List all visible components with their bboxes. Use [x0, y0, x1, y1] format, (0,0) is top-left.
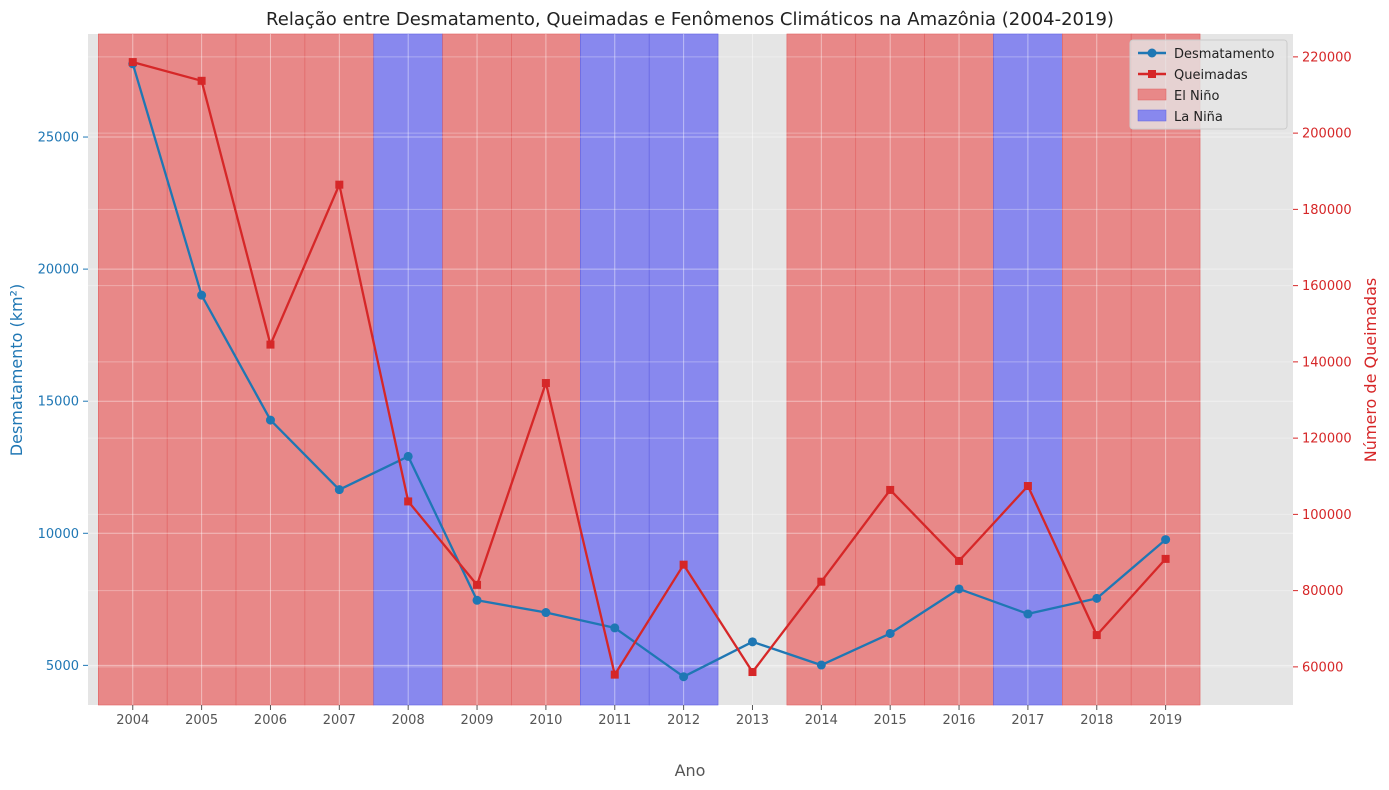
x-tick-label-2007: 2007	[323, 713, 356, 728]
y-right-tick-label-160000: 160000	[1302, 279, 1352, 294]
x-tick-label-2010: 2010	[529, 713, 562, 728]
queimadas-point-2014	[817, 577, 826, 586]
legend: Desmatamento Queimadas El Niño La Niña	[1129, 39, 1288, 130]
queimadas-point-2012	[679, 560, 688, 569]
legend-el-nino-label: El Niño	[1174, 89, 1220, 104]
queimadas-point-2016	[955, 556, 964, 565]
desmatamento-point-2017	[1023, 609, 1033, 619]
x-tick-label-2016: 2016	[942, 713, 975, 728]
y-right-tick-label-100000: 100000	[1302, 508, 1352, 523]
el-nino-band-2007	[304, 33, 375, 706]
y-right-tick-label-220000: 220000	[1302, 50, 1352, 65]
y-axis-left: 5000 10000 15000 20000 25000	[38, 131, 88, 674]
queimadas-point-2008	[404, 497, 413, 506]
y-left-tick-label-25000: 25000	[38, 131, 79, 146]
y-right-tick-label-60000: 60000	[1302, 660, 1343, 675]
queimadas-point-2005	[197, 76, 206, 85]
queimadas-point-2011	[610, 670, 619, 679]
desmatamento-point-2014	[816, 660, 826, 670]
desmatamento-point-2015	[885, 628, 895, 638]
queimadas-point-2019	[1161, 554, 1170, 563]
desmatamento-point-2016	[954, 584, 964, 594]
queimadas-point-2017	[1023, 482, 1032, 491]
la-nina-band-2012	[648, 33, 719, 706]
x-tick-label-2018: 2018	[1080, 713, 1113, 728]
x-tick-label-2013: 2013	[736, 713, 769, 728]
y-left-tick-label-5000: 5000	[46, 659, 79, 674]
x-tick-label-2011: 2011	[598, 713, 631, 728]
el-nino-band-2005	[166, 33, 237, 706]
x-tick-label-2015: 2015	[874, 713, 907, 728]
desmatamento-point-2006	[265, 415, 275, 425]
desmatamento-point-2005	[197, 290, 207, 300]
legend-queimadas-label: Queimadas	[1174, 68, 1248, 83]
y-right-tick-label-140000: 140000	[1302, 355, 1352, 370]
legend-box	[1129, 39, 1288, 130]
x-tick-label-2019: 2019	[1149, 713, 1182, 728]
queimadas-point-2006	[266, 340, 275, 349]
y-axis-right: 60000 80000 100000 120000 140000 160000 180000…	[1293, 50, 1352, 675]
el-nino-band-2010	[511, 33, 581, 706]
chart-title: Relação entre Desmatamento, Queimadas e …	[266, 9, 1114, 30]
la-nina-band-2017	[993, 33, 1063, 706]
x-tick-label-2006: 2006	[254, 713, 287, 728]
la-nina-band-2011	[580, 33, 650, 706]
y-axis-left-label: Desmatamento (km²)	[7, 284, 26, 456]
el-nino-band-2006	[235, 33, 306, 706]
legend-desmatamento-marker	[1147, 48, 1157, 58]
legend-desmatamento-label: Desmatamento	[1174, 47, 1274, 62]
x-tick-label-2008: 2008	[392, 713, 425, 728]
y-right-tick-label-120000: 120000	[1302, 432, 1352, 447]
desmatamento-point-2011	[610, 623, 620, 633]
legend-queimadas-marker	[1148, 70, 1156, 78]
climate-bands	[98, 33, 1201, 706]
y-right-tick-label-80000: 80000	[1302, 584, 1343, 599]
desmatamento-point-2007	[334, 485, 344, 495]
x-tick-label-2014: 2014	[805, 713, 838, 728]
x-axis-label: Ano	[675, 761, 706, 780]
series-layer	[128, 58, 1171, 682]
el-nino-band-2009	[442, 33, 512, 706]
x-tick-label-2017: 2017	[1011, 713, 1044, 728]
el-nino-band-2018	[1062, 33, 1132, 706]
y-right-tick-label-180000: 180000	[1302, 203, 1352, 218]
x-tick-label-2009: 2009	[460, 713, 493, 728]
y-right-tick-label-200000: 200000	[1302, 127, 1352, 142]
queimadas-point-2018	[1092, 631, 1101, 640]
y-left-tick-label-10000: 10000	[38, 527, 79, 542]
desmatamento-point-2012	[679, 672, 689, 682]
grid	[88, 34, 1293, 705]
queimadas-line	[132, 60, 1167, 676]
legend-el-nino-swatch	[1137, 88, 1167, 101]
desmatamento-point-2013	[747, 637, 757, 647]
x-tick-label-2012: 2012	[667, 713, 700, 728]
el-nino-band-2014	[786, 33, 857, 706]
legend-la-nina-swatch	[1137, 109, 1167, 122]
queimadas-point-2009	[473, 580, 482, 589]
desmatamento-point-2010	[541, 608, 551, 618]
el-nino-band-2004	[98, 33, 168, 706]
desmatamento-point-2019	[1161, 535, 1171, 545]
desmatamento-line	[131, 63, 1167, 678]
queimadas-point-2007	[335, 180, 344, 189]
desmatamento-point-2008	[403, 451, 413, 461]
queimadas-point-2010	[541, 379, 550, 388]
x-axis: 2004 2005 2006 2007 2008 2009 2010 2011 2012 2013…	[116, 705, 1182, 728]
y-left-tick-label-15000: 15000	[38, 395, 79, 410]
queimadas-point-2004	[128, 58, 137, 67]
legend-la-nina-label: La Niña	[1174, 110, 1223, 125]
x-tick-label-2005: 2005	[185, 713, 218, 728]
y-left-tick-label-20000: 20000	[38, 263, 79, 278]
el-nino-band-2019	[1130, 33, 1201, 706]
x-tick-label-2004: 2004	[116, 713, 149, 728]
desmatamento-point-2018	[1092, 593, 1102, 603]
queimadas-point-2013	[748, 668, 757, 677]
desmatamento-point-2009	[472, 595, 482, 605]
y-axis-right-label: Número de Queimadas	[1361, 278, 1380, 462]
queimadas-point-2015	[886, 485, 895, 494]
